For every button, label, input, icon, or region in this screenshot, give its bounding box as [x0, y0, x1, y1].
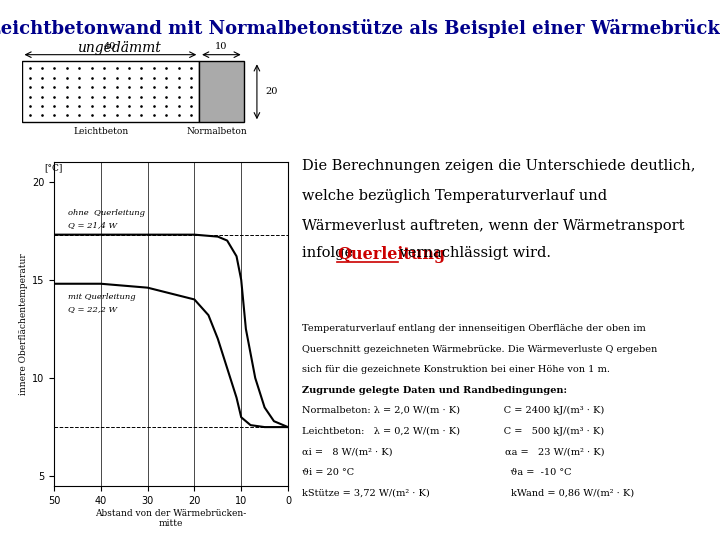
Text: vernachlässigt wird.: vernachlässigt wird.	[395, 246, 551, 260]
Text: Querschnitt gezeichneten Wärmebrücke. Die Wärmeverluste Q ergeben: Querschnitt gezeichneten Wärmebrücke. Di…	[302, 345, 657, 354]
Text: αi =   8 W/(m² · K)                                    αa =   23 W/(m² · K): αi = 8 W/(m² · K) αa = 23 W/(m² · K)	[302, 447, 605, 456]
Text: welche bezüglich Temperaturverlauf und: welche bezüglich Temperaturverlauf und	[302, 189, 608, 203]
Text: [°C]: [°C]	[45, 163, 63, 172]
Text: ungedämmt: ungedämmt	[77, 41, 161, 55]
Y-axis label: innere Oberflächentemperatur: innere Oberflächentemperatur	[19, 253, 28, 395]
Text: Leichtbeton: Leichtbeton	[74, 127, 129, 136]
Text: Normalbeton: Normalbeton	[186, 127, 248, 136]
Text: sich für die gezeichnete Konstruktion bei einer Höhe von 1 m.: sich für die gezeichnete Konstruktion be…	[302, 365, 611, 374]
Text: Q = 21,4 W: Q = 21,4 W	[68, 221, 117, 229]
Text: Normalbeton: λ = 2,0 W/(m · K)              C = 2400 kJ/(m³ · K): Normalbeton: λ = 2,0 W/(m · K) C = 2400 …	[302, 406, 605, 415]
Text: ϑi = 20 °C                                                  ϑa =  -10 °C: ϑi = 20 °C ϑa = -10 °C	[302, 468, 572, 477]
Text: Querleitung: Querleitung	[337, 246, 445, 262]
Text: Leichtbeton:   λ = 0,2 W/(m · K)              C =   500 kJ/(m³ · K): Leichtbeton: λ = 0,2 W/(m · K) C = 500 k…	[302, 427, 605, 436]
Text: Zugrunde gelegte Daten und Randbedingungen:: Zugrunde gelegte Daten und Randbedingung…	[302, 386, 567, 395]
Text: mit Querleitung: mit Querleitung	[68, 293, 135, 301]
Text: Wärmeverlust auftreten, wenn der Wärmetransport: Wärmeverlust auftreten, wenn der Wärmetr…	[302, 219, 685, 233]
Text: 10: 10	[215, 42, 228, 51]
Text: infolge: infolge	[302, 246, 358, 260]
Text: Q = 22,2 W: Q = 22,2 W	[68, 305, 117, 313]
X-axis label: Abstand von der Wärmebrücken-
mitte: Abstand von der Wärmebrücken- mitte	[95, 509, 247, 528]
Text: kStütze = 3,72 W/(m² · K)                          kWand = 0,86 W/(m² · K): kStütze = 3,72 W/(m² · K) kWand = 0,86 W…	[302, 488, 634, 497]
Text: 40: 40	[104, 42, 117, 51]
Bar	[199, 62, 243, 122]
Text: Leichtbetonwand mit Normalbetonstütze als Beispiel einer Wärmebrücke: Leichtbetonwand mit Normalbetonstütze al…	[0, 19, 720, 38]
Bar	[22, 62, 199, 122]
Text: 20: 20	[266, 87, 278, 96]
Text: ohne  Querleitung: ohne Querleitung	[68, 209, 145, 217]
Text: Temperaturverlauf entlang der innenseitigen Oberfläche der oben im: Temperaturverlauf entlang der innenseiti…	[302, 324, 646, 333]
Text: Die Berechnungen zeigen die Unterschiede deutlich,: Die Berechnungen zeigen die Unterschiede…	[302, 159, 696, 173]
